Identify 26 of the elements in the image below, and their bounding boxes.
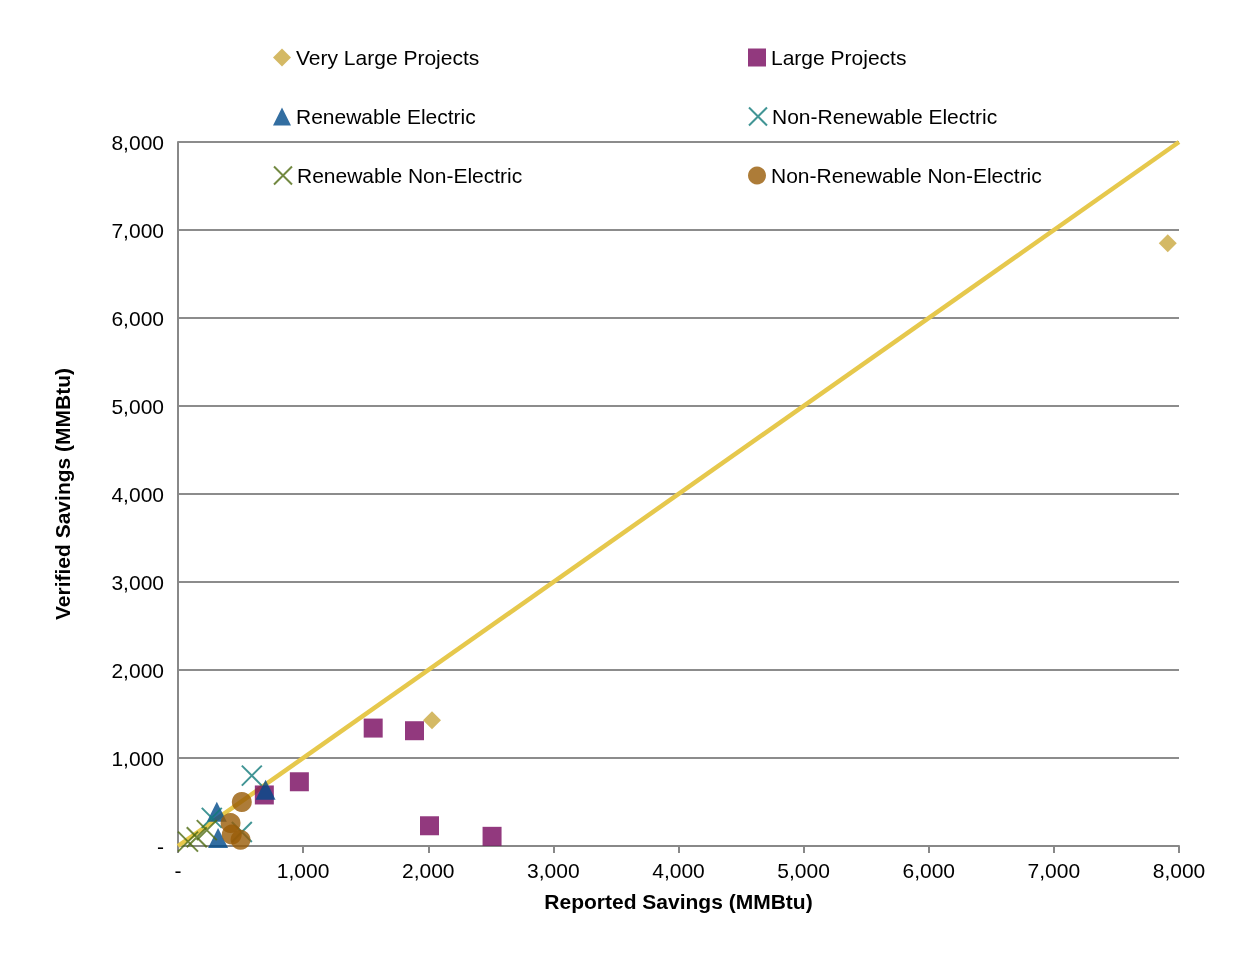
x-tick-label: 7,000 <box>1027 859 1081 882</box>
x-tick-label: - <box>174 859 182 882</box>
x-tick-label: 1,000 <box>276 859 330 882</box>
y-tick-label: 7,000 <box>111 218 164 242</box>
legend-label: Renewable Electric <box>296 105 476 128</box>
y-tick-label: 8,000 <box>111 130 164 154</box>
y-tick-label: 1,000 <box>111 746 164 770</box>
y-tick-label: 2,000 <box>111 658 164 682</box>
x-tick-label: 3,000 <box>527 859 580 882</box>
legend-label: Large Projects <box>771 46 907 69</box>
y-tick-label: - <box>157 834 164 858</box>
y-tick-label: 5,000 <box>111 394 164 418</box>
y-tick-label: 6,000 <box>111 306 164 330</box>
x-axis-title: Reported Savings (MMBtu) <box>544 890 813 913</box>
x-tick-label: 4,000 <box>652 859 705 882</box>
y-tick-label: 3,000 <box>111 570 164 594</box>
x-tick-label: 2,000 <box>401 859 455 882</box>
legend-label: Very Large Projects <box>296 46 480 69</box>
legend-label: Renewable Non-Electric <box>297 164 523 187</box>
legend-label: Non-Renewable Non-Electric <box>771 164 1042 187</box>
x-tick-label: 5,000 <box>777 859 830 882</box>
x-tick-label: 6,000 <box>902 859 956 882</box>
y-tick-label: 4,000 <box>111 482 164 506</box>
legend-label: Non-Renewable Electric <box>772 105 998 128</box>
y-axis-title: Verified Savings (MMBtu) <box>51 367 74 621</box>
x-tick-label: 8,000 <box>1152 859 1206 882</box>
